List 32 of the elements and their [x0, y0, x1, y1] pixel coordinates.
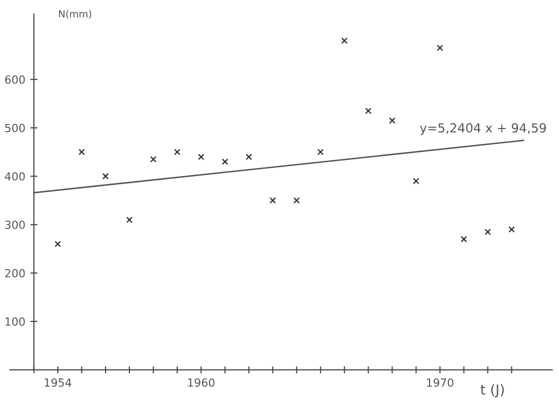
point — [54, 240, 62, 248]
y-tick-label: 100 — [6, 317, 25, 326]
x-tick-label: 1954 — [44, 378, 72, 387]
y-tick-label: 200 — [5, 269, 25, 278]
point — [460, 236, 468, 242]
point — [412, 178, 420, 184]
point — [388, 117, 396, 124]
point — [270, 197, 276, 204]
point — [508, 226, 515, 233]
point — [341, 37, 348, 44]
annotation: y=5,2404 x + 94,59 — [420, 123, 546, 136]
point — [198, 154, 204, 160]
y-tick-label: 600 — [5, 75, 25, 84]
point — [293, 197, 300, 204]
y-axis-title: N(mm) — [59, 10, 92, 19]
x-tick-label: 1960 — [188, 378, 214, 387]
point — [484, 228, 491, 236]
x-tick-label: 1970 — [427, 378, 454, 387]
point — [222, 158, 228, 165]
point — [317, 148, 324, 156]
point — [365, 108, 372, 114]
point — [102, 173, 109, 180]
point — [126, 216, 133, 224]
point — [174, 148, 180, 156]
point — [436, 44, 444, 52]
point — [150, 156, 157, 163]
point — [78, 148, 85, 156]
y-tick-label: 300 — [5, 220, 25, 230]
y-tick-label: 400 — [4, 172, 25, 181]
point — [246, 154, 252, 160]
y-tick-label: 500 — [5, 124, 25, 132]
x-axis-title: t (J) — [480, 384, 504, 398]
